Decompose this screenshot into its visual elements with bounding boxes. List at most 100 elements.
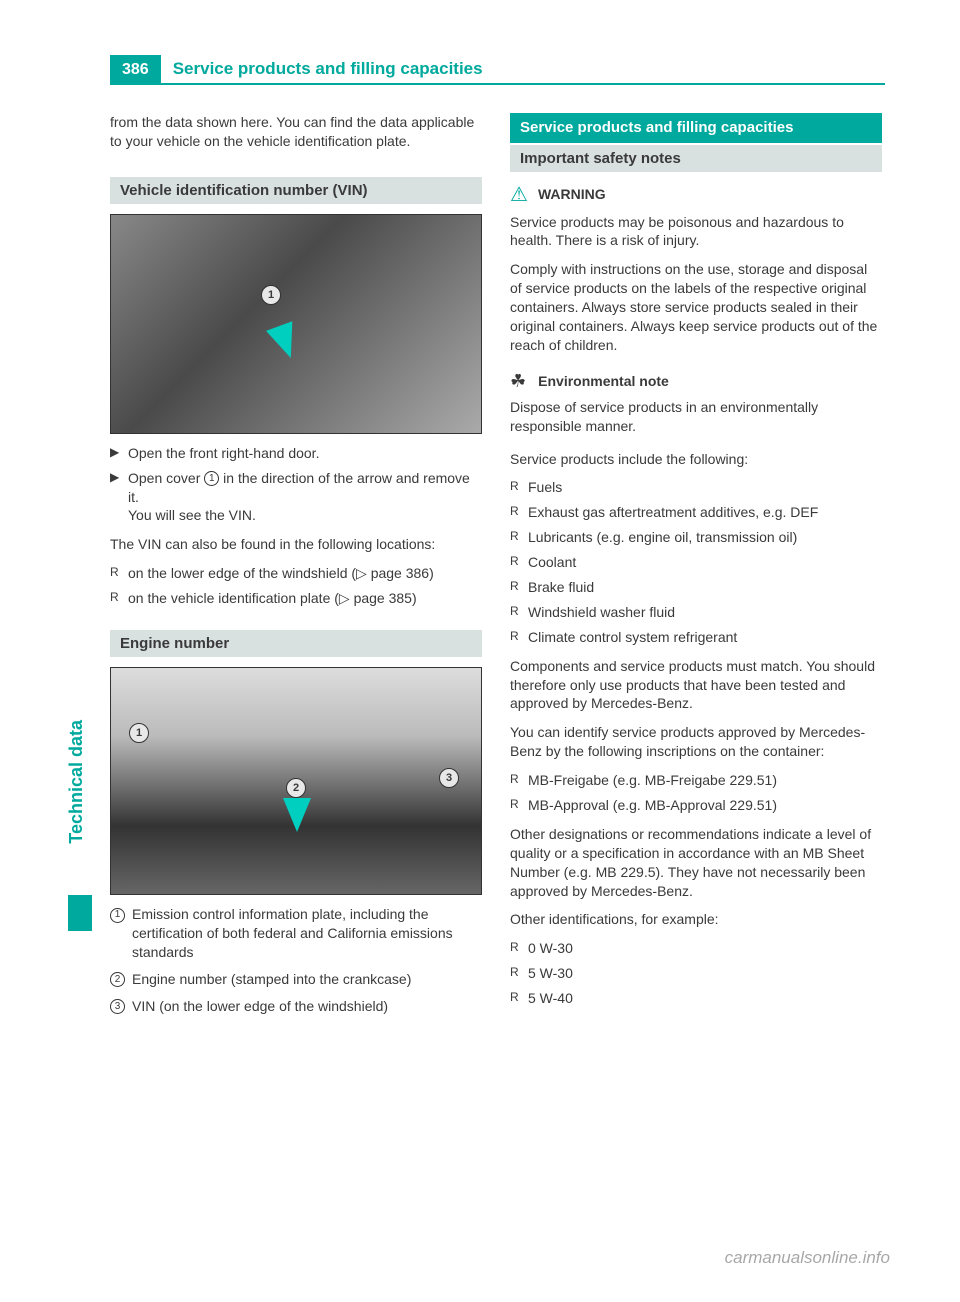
bullet-icon: R	[510, 528, 528, 547]
bullet-item: RCoolant	[510, 553, 882, 572]
bullet-item: RLubricants (e.g. engine oil, transmissi…	[510, 528, 882, 547]
bullet-item: R on the lower edge of the windshield (▷…	[110, 564, 482, 583]
watermark: carmanualsonline.info	[725, 1248, 890, 1268]
callout-1: 1	[129, 723, 149, 743]
triangle-icon: ▶	[110, 469, 128, 526]
vin-figure: 1	[110, 214, 482, 434]
warning-triangle-icon: ⚠	[510, 182, 528, 207]
engine-figure: 1 2 3	[110, 667, 482, 895]
text-fragment: )	[412, 590, 417, 606]
side-tab-block	[68, 895, 92, 931]
engine-heading: Engine number	[110, 630, 482, 657]
bullet-item: R on the vehicle identification plate (▷…	[110, 589, 482, 608]
right-column: Service products and filling capacities …	[510, 113, 882, 1023]
bullet-text: 5 W-30	[528, 964, 573, 983]
bullet-icon: R	[510, 603, 528, 622]
other-intro: Other identifications, for example:	[510, 910, 882, 929]
numbered-item: 2 Engine number (stamped into the crankc…	[110, 970, 482, 989]
num-marker: 1	[110, 905, 132, 962]
bullet-icon: R	[510, 989, 528, 1008]
text-fragment: Open cover	[128, 470, 204, 486]
vin-heading: Vehicle identification number (VIN)	[110, 177, 482, 204]
bullet-item: RClimate control system refrigerant	[510, 628, 882, 647]
callout-3: 3	[439, 768, 459, 788]
callout-2: 2	[286, 778, 306, 798]
bullet-item: RExhaust gas aftertreatment additives, e…	[510, 503, 882, 522]
text-fragment: )	[429, 565, 434, 581]
bullet-icon: R	[510, 939, 528, 958]
bullet-item: R5 W-30	[510, 964, 882, 983]
numbered-item: 1 Emission control information plate, in…	[110, 905, 482, 962]
locations-intro: The VIN can also be found in the followi…	[110, 535, 482, 554]
bullet-icon: R	[510, 796, 528, 815]
intro-para: from the data shown here. You can find t…	[110, 113, 482, 151]
warning-para: Service products may be poisonous and ha…	[510, 213, 882, 251]
list-intro: Service products include the following:	[510, 450, 882, 469]
safety-heading: Important safety notes	[510, 145, 882, 172]
bullet-item: R5 W-40	[510, 989, 882, 1008]
page-ref: ▷ page 385	[339, 590, 412, 606]
bullet-icon: R	[110, 589, 128, 608]
leaf-icon: ☘	[510, 371, 526, 392]
bullet-item: RMB-Approval (e.g. MB-Approval 229.51)	[510, 796, 882, 815]
page-number: 386	[110, 55, 161, 85]
header-title: Service products and filling capacities	[161, 55, 885, 85]
bullet-text: Lubricants (e.g. engine oil, transmissio…	[528, 528, 797, 547]
circled-ref-1: 1	[204, 471, 219, 486]
bullet-text: on the lower edge of the windshield (▷ p…	[128, 564, 434, 583]
procedure-step: ▶ Open the front right-hand door.	[110, 444, 482, 463]
callout-1: 1	[261, 285, 281, 305]
service-products-heading: Service products and filling capacities	[510, 113, 882, 143]
num-text: VIN (on the lower edge of the windshield…	[132, 997, 388, 1016]
arrow-icon	[266, 321, 304, 363]
bullet-text: Coolant	[528, 553, 576, 572]
num-marker: 3	[110, 997, 132, 1016]
env-row: ☘ Environmental note	[510, 371, 882, 392]
bullet-icon: R	[510, 578, 528, 597]
other-para: Other designations or recommendations in…	[510, 825, 882, 901]
side-tab-label: Technical data	[66, 720, 87, 844]
bullet-text: MB-Approval (e.g. MB-Approval 229.51)	[528, 796, 777, 815]
step-text: Open cover 1 in the direction of the arr…	[128, 469, 482, 526]
bullet-icon: R	[510, 553, 528, 572]
identify-para: You can identify service products approv…	[510, 723, 882, 761]
num-text: Engine number (stamped into the crankcas…	[132, 970, 411, 989]
procedure-step: ▶ Open cover 1 in the direction of the a…	[110, 469, 482, 526]
warning-row: ⚠ WARNING	[510, 182, 882, 207]
bullet-item: RBrake fluid	[510, 578, 882, 597]
arrow-icon	[283, 798, 311, 832]
step-text: Open the front right-hand door.	[128, 444, 319, 463]
bullet-text: MB-Freigabe (e.g. MB-Freigabe 229.51)	[528, 771, 777, 790]
bullet-text: Climate control system refrigerant	[528, 628, 737, 647]
bullet-text: Fuels	[528, 478, 562, 497]
text-fragment: on the lower edge of the windshield (	[128, 565, 356, 581]
left-column: from the data shown here. You can find t…	[110, 113, 482, 1023]
bullet-text: on the vehicle identification plate (▷ p…	[128, 589, 417, 608]
bullet-text: Windshield washer fluid	[528, 603, 675, 622]
bullet-item: R0 W-30	[510, 939, 882, 958]
triangle-icon: ▶	[110, 444, 128, 463]
bullet-item: RMB-Freigabe (e.g. MB-Freigabe 229.51)	[510, 771, 882, 790]
bullet-text: 0 W-30	[528, 939, 573, 958]
bullet-text: Exhaust gas aftertreatment additives, e.…	[528, 503, 818, 522]
env-para: Dispose of service products in an enviro…	[510, 398, 882, 436]
bullet-item: RWindshield washer fluid	[510, 603, 882, 622]
bullet-icon: R	[510, 771, 528, 790]
bullet-icon: R	[510, 478, 528, 497]
text-fragment: on the vehicle identification plate (	[128, 590, 339, 606]
num-text: Emission control information plate, incl…	[132, 905, 482, 962]
num-marker: 2	[110, 970, 132, 989]
bullet-icon: R	[510, 503, 528, 522]
bullet-text: Brake fluid	[528, 578, 594, 597]
header-bar: 386 Service products and filling capacit…	[110, 55, 885, 85]
bullet-text: 5 W-40	[528, 989, 573, 1008]
bullet-icon: R	[510, 964, 528, 983]
page-ref: ▷ page 386	[356, 565, 429, 581]
numbered-item: 3 VIN (on the lower edge of the windshie…	[110, 997, 482, 1016]
warning-para: Comply with instructions on the use, sto…	[510, 260, 882, 354]
bullet-item: RFuels	[510, 478, 882, 497]
page: 386 Service products and filling capacit…	[0, 0, 960, 1302]
match-para: Components and service products must mat…	[510, 657, 882, 714]
warning-label: WARNING	[538, 186, 606, 202]
env-label: Environmental note	[538, 373, 669, 389]
